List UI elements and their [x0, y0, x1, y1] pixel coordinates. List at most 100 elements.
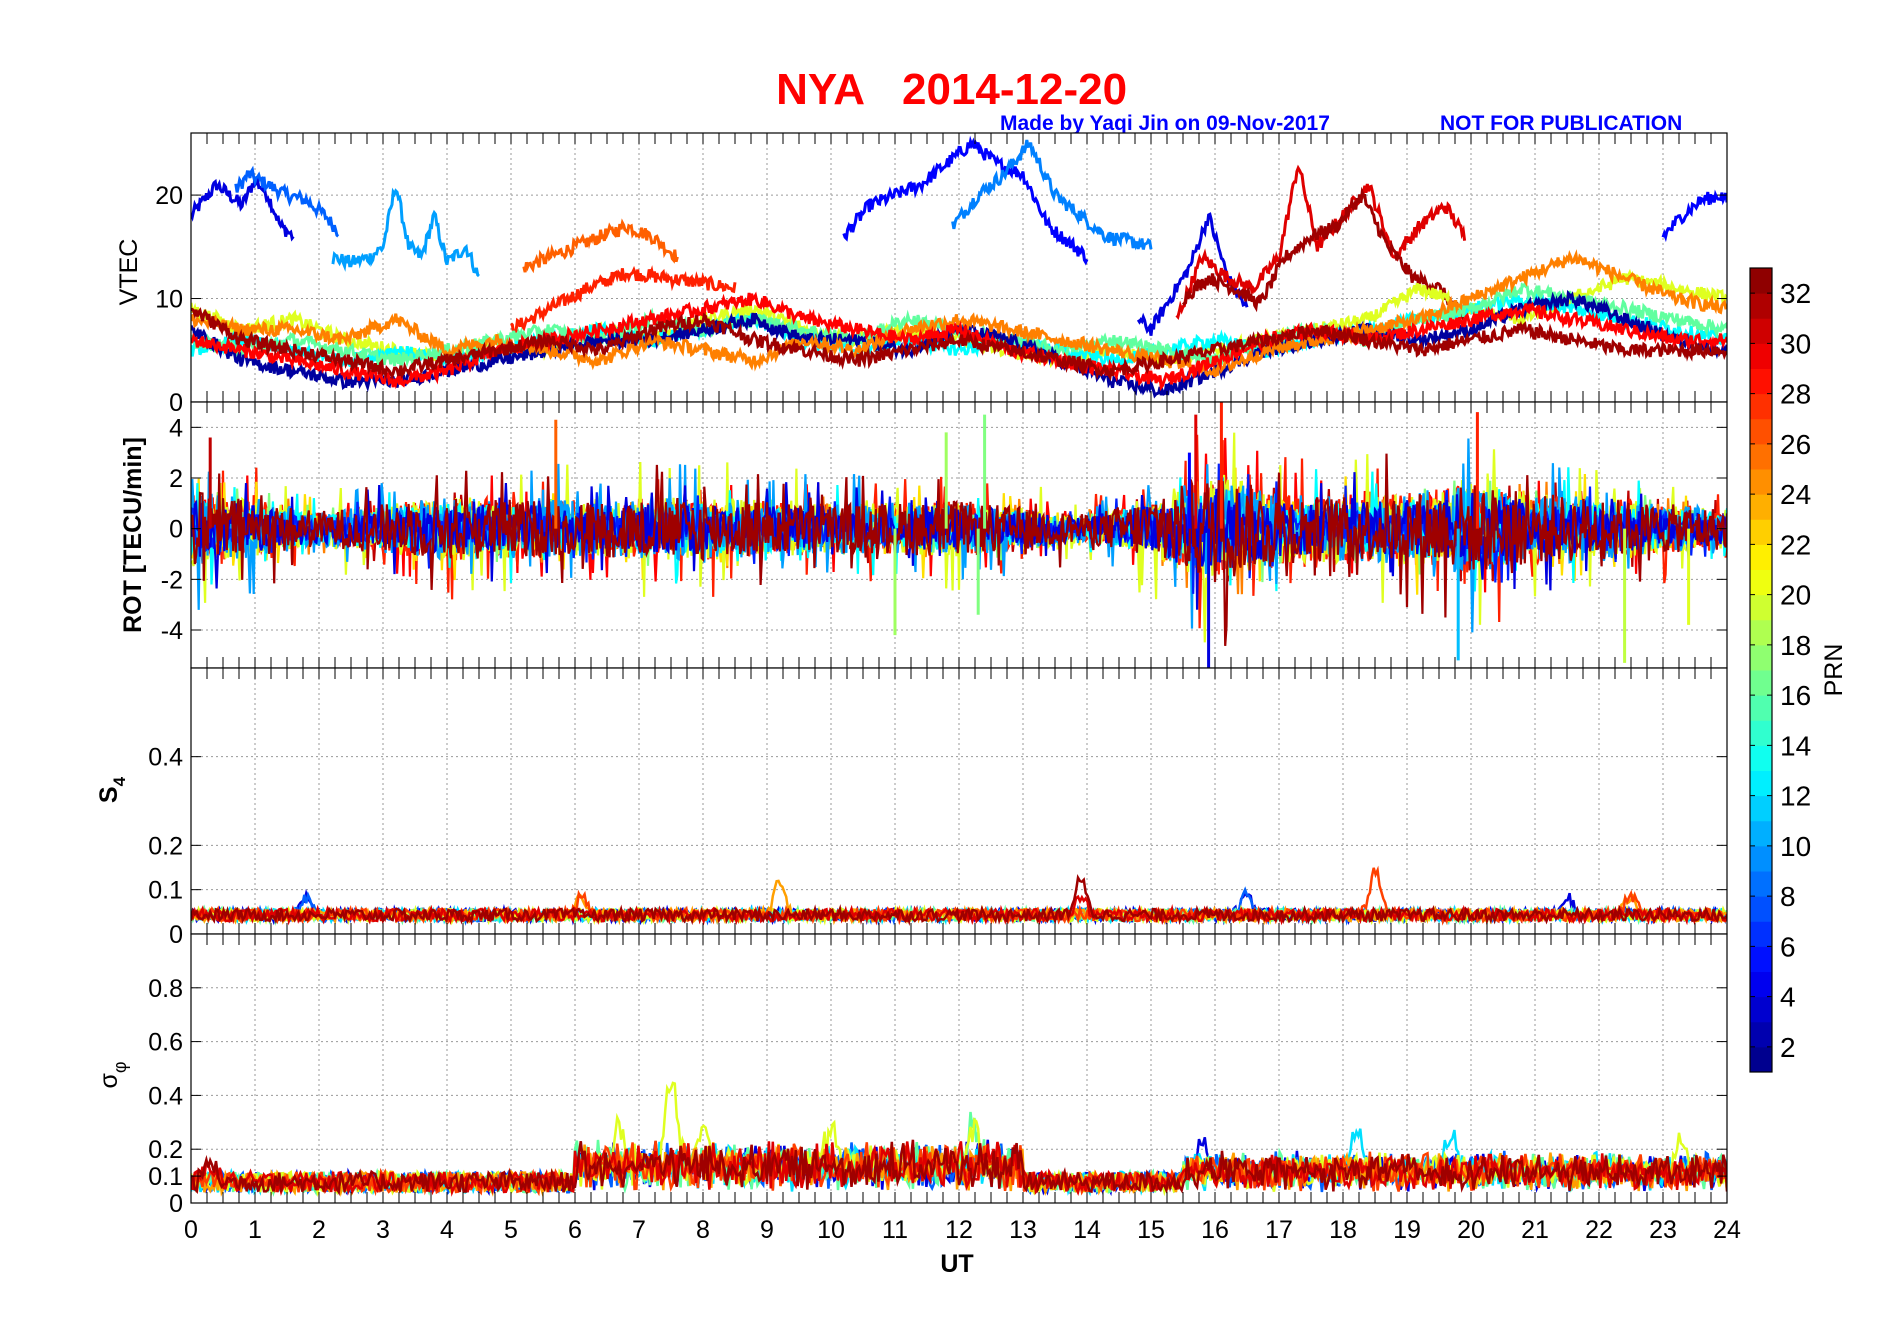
x-tick-label: 5	[504, 1216, 518, 1244]
x-tick-label: 17	[1265, 1216, 1293, 1244]
sigma-phi-ylabel: σφ	[95, 1061, 130, 1088]
sigma-ytick-label: 0	[169, 1190, 183, 1218]
colorbar-segment	[1750, 519, 1772, 545]
colorbar-tick-label: 26	[1780, 429, 1811, 460]
colorbar-segment	[1750, 443, 1772, 470]
colorbar-segment	[1750, 494, 1772, 520]
x-tick-label: 22	[1585, 1216, 1613, 1244]
x-tick-label: 10	[817, 1216, 845, 1244]
colorbar-segment	[1750, 795, 1772, 822]
x-axis: 0 1 2 3 4 5 6 7 8 9 10 11 12 13 14 15 16 17 18 19 20 21 22 23 24	[184, 1216, 1741, 1244]
vtec-line-prn-26	[522, 218, 679, 274]
title-date: 2014-12-20	[902, 65, 1127, 114]
x-tick-label: 21	[1521, 1216, 1549, 1244]
vtec-ytick-label: 20	[155, 182, 183, 210]
vtec-line-prn-5	[842, 135, 1089, 266]
colorbar-segment	[1750, 1046, 1772, 1073]
colorbar-tick-label: 20	[1780, 580, 1811, 611]
x-tick-label: 2	[312, 1216, 326, 1244]
colorbar-segment	[1750, 971, 1772, 998]
vtec-ytick-label: 10	[155, 286, 183, 314]
colorbar-tick-label: 32	[1780, 278, 1811, 309]
colorbar-segment	[1750, 644, 1772, 671]
vtec-line-prn-4	[191, 175, 295, 242]
rot-ytick-label: 0	[169, 516, 183, 544]
vtec-line-prn-28	[510, 265, 737, 336]
colorbar-tick-label: 28	[1780, 379, 1811, 410]
colorbar-segment	[1750, 670, 1772, 696]
vtec-panel: 0 10 20	[155, 132, 1728, 417]
vtec-line-prn-5	[1661, 189, 1727, 243]
s4-ylabel: S4	[95, 776, 129, 803]
colorbar-tick-label: 6	[1780, 931, 1796, 962]
title-station: NYA	[776, 65, 865, 114]
colorbar-segment	[1750, 720, 1772, 746]
colorbar-tick-label: 8	[1780, 881, 1796, 912]
sigma-line-prn-32	[191, 1139, 1727, 1196]
colorbar-segment	[1750, 745, 1772, 771]
sigma-ytick-label: 0.4	[148, 1082, 183, 1110]
colorbar-segment	[1750, 393, 1772, 420]
s4-ytick-label: 0	[169, 921, 183, 949]
vtec-line-prn-32	[1181, 186, 1466, 321]
x-axis-label: UT	[940, 1250, 973, 1278]
rot-series	[191, 402, 1727, 668]
colorbar-segment	[1750, 1021, 1772, 1048]
vtec-line-prn-32	[191, 307, 1727, 382]
colorbar-tick-label: 24	[1780, 479, 1811, 510]
rot-ytick-label: 2	[169, 465, 183, 493]
colorbar-label: PRN	[1820, 644, 1848, 697]
x-tick-label: 0	[184, 1216, 198, 1244]
vtec-ylabel: VTEC	[115, 239, 143, 306]
colorbar-segment	[1750, 544, 1772, 570]
s4-ytick-label: 0.2	[148, 832, 183, 860]
x-tick-label: 18	[1329, 1216, 1357, 1244]
vtec-line-prn-10	[331, 187, 481, 278]
rot-ytick-label: 4	[169, 414, 183, 442]
x-tick-label: 4	[440, 1216, 454, 1244]
x-tick-label: 7	[632, 1216, 646, 1244]
colorbar-tick-label: 22	[1780, 529, 1811, 560]
sigma-ytick-label: 0.2	[148, 1136, 183, 1164]
colorbar-segment	[1750, 569, 1772, 596]
x-tick-label: 19	[1393, 1216, 1421, 1244]
colorbar-segment	[1750, 770, 1772, 797]
x-tick-label: 11	[882, 1216, 908, 1244]
notice-text: NOT FOR PUBLICATION	[1440, 112, 1682, 135]
x-tick-label: 23	[1649, 1216, 1677, 1244]
rot-line-prn-32	[191, 453, 1727, 646]
svg-text:σφ: σφ	[95, 1061, 130, 1088]
vtec-line-prn-25	[191, 249, 1727, 378]
colorbar-segment	[1750, 594, 1772, 621]
x-tick-label: 13	[1009, 1216, 1037, 1244]
colorbar-segment	[1750, 268, 1772, 294]
colorbar-segment	[1750, 695, 1772, 721]
colorbar-segment	[1750, 871, 1772, 897]
sigma-ytick-label: 0.1	[148, 1163, 183, 1191]
rot-panel: -4 -2 0 2 4	[161, 401, 1728, 669]
x-tick-label: 20	[1457, 1216, 1485, 1244]
colorbar-segment	[1750, 318, 1772, 344]
rot-ytick-label: -4	[161, 617, 183, 645]
colorbar-frame	[1749, 267, 1773, 1073]
rot-ytick-label: -2	[161, 566, 183, 594]
x-tick-label: 16	[1201, 1216, 1229, 1244]
rot-line-prn-20	[191, 432, 1727, 643]
colorbar-tick-label: 30	[1780, 328, 1811, 359]
s4-ytick-label: 0.1	[148, 877, 183, 905]
x-tick-label: 15	[1137, 1216, 1165, 1244]
s4-line-prn-32	[191, 874, 1727, 926]
colorbar-segment	[1750, 343, 1772, 369]
colorbar-tick-label: 16	[1780, 680, 1811, 711]
colorbar-tick-label: 14	[1780, 730, 1811, 761]
colorbar-tick-label: 10	[1780, 831, 1811, 862]
x-tick-label: 8	[696, 1216, 710, 1244]
s4-panel: 0 0.1 0.2 0.4	[148, 667, 1728, 949]
colorbar-segment	[1750, 619, 1772, 646]
colorbar-segment	[1750, 820, 1772, 847]
vtec-series	[191, 135, 1727, 399]
s4-series	[191, 865, 1727, 926]
x-tick-label: 24	[1713, 1216, 1741, 1244]
